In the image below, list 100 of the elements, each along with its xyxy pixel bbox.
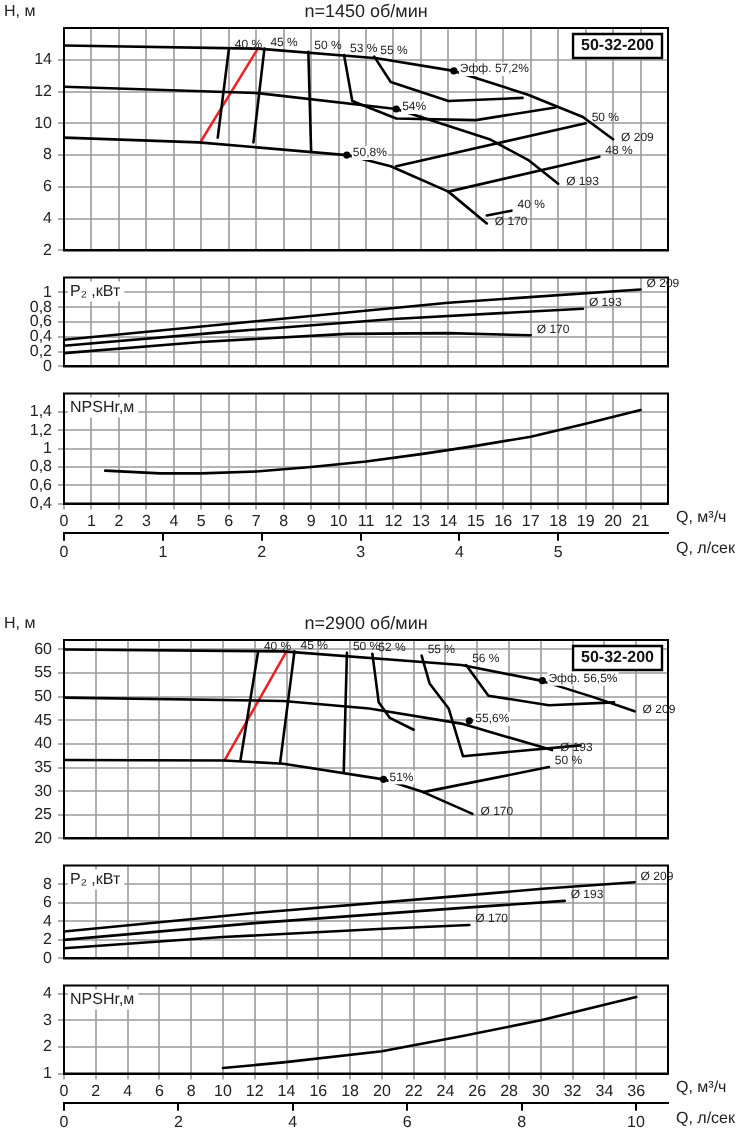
y-tick-label: 0,8 bbox=[29, 297, 54, 316]
y-tick-label: 6 bbox=[43, 177, 54, 196]
y-axis-title: H, м bbox=[4, 614, 36, 633]
x-tick-label: 3 bbox=[141, 511, 152, 530]
y-tick-label: 0,8 bbox=[29, 457, 54, 476]
x2-tick-label: 0 bbox=[59, 542, 70, 561]
x-tick-label: 6 bbox=[224, 511, 235, 530]
x2-tick-label: 10 bbox=[627, 1112, 646, 1131]
x2-axis-title: Q, л/сек bbox=[676, 1109, 737, 1128]
y-tick-label: 1 bbox=[43, 282, 54, 301]
x-tick-label: 10 bbox=[329, 511, 349, 530]
y-axis-title: P₂ ,кВт bbox=[70, 282, 121, 301]
y-tick-label: 4 bbox=[43, 984, 54, 1003]
x-tick-label: 12 bbox=[245, 1081, 265, 1100]
y-tick-label: 30 bbox=[34, 781, 54, 800]
x2-tick-label: 2 bbox=[257, 542, 268, 561]
y-tick-label: 0,6 bbox=[29, 475, 54, 494]
x-tick-label: 18 bbox=[549, 511, 569, 530]
x-tick-label: 12 bbox=[384, 511, 404, 530]
x-tick-label: 0 bbox=[59, 1081, 70, 1100]
x-tick-label: 0 bbox=[59, 511, 70, 530]
x-tick-label: 26 bbox=[468, 1081, 488, 1100]
y-tick-label: 1 bbox=[43, 439, 54, 458]
y-tick-label: 12 bbox=[34, 81, 54, 100]
y-tick-label: 35 bbox=[34, 757, 54, 776]
x-tick-label: 15 bbox=[466, 511, 486, 530]
y-tick-label: 10 bbox=[34, 113, 54, 132]
chart-title: n=1450 об/мин bbox=[304, 0, 428, 21]
x-tick-label: 4 bbox=[169, 511, 180, 530]
y-tick-label: 2 bbox=[43, 1037, 54, 1056]
y-tick-label: 20 bbox=[34, 828, 54, 847]
y-tick-label: 2 bbox=[43, 240, 54, 259]
y-tick-label: 14 bbox=[34, 50, 54, 69]
y-tick-label: 40 bbox=[34, 734, 54, 753]
x-tick-label: 7 bbox=[251, 511, 262, 530]
x2-tick-label: 6 bbox=[402, 1112, 413, 1131]
x-tick-label: 20 bbox=[604, 511, 624, 530]
x-tick-label: 13 bbox=[412, 511, 431, 530]
y-tick-label: 2 bbox=[43, 930, 54, 949]
y-tick-label: 4 bbox=[43, 209, 54, 228]
x2-tick-label: 0 bbox=[59, 1112, 70, 1131]
x-tick-label: 16 bbox=[309, 1081, 329, 1100]
x-tick-label: 18 bbox=[341, 1081, 361, 1100]
x-tick-label: 19 bbox=[576, 511, 596, 530]
y-tick-label: 8 bbox=[43, 145, 54, 164]
y-tick-label: 0 bbox=[43, 356, 54, 375]
y-tick-label: 1 bbox=[43, 1064, 54, 1083]
x2-tick-label: 4 bbox=[288, 1112, 299, 1131]
y-tick-label: 4 bbox=[43, 911, 54, 930]
y-tick-label: 25 bbox=[34, 805, 54, 824]
x-tick-label: 30 bbox=[531, 1081, 551, 1100]
x-tick-label: 16 bbox=[494, 511, 514, 530]
y-axis-title: NPSHr,м bbox=[70, 398, 135, 417]
y-tick-label: 0 bbox=[43, 948, 54, 967]
x2-tick-label: 1 bbox=[158, 542, 169, 561]
x-tick-label: 14 bbox=[277, 1081, 297, 1100]
x2-tick-label: 2 bbox=[173, 1112, 184, 1131]
y-axis-title: NPSHr,м bbox=[70, 990, 135, 1009]
annotation: 50-32-200 bbox=[581, 648, 656, 667]
x-tick-label: 36 bbox=[627, 1081, 647, 1100]
x-tick-label: 4 bbox=[123, 1081, 134, 1100]
x-tick-label: 8 bbox=[279, 511, 290, 530]
y-tick-label: 6 bbox=[43, 893, 54, 912]
y-tick-label: 45 bbox=[34, 710, 54, 729]
x-tick-label: 21 bbox=[631, 511, 651, 530]
y-tick-label: 50 bbox=[34, 687, 54, 706]
y-axis-title: P₂ ,кВт bbox=[70, 870, 121, 889]
x-tick-label: 2 bbox=[91, 1081, 102, 1100]
x-tick-label: 8 bbox=[186, 1081, 197, 1100]
x-tick-label: 17 bbox=[521, 511, 541, 530]
y-tick-label: 0,4 bbox=[29, 494, 54, 513]
x2-tick-label: 3 bbox=[356, 542, 367, 561]
annotation: 50-32-200 bbox=[581, 36, 656, 55]
y-tick-label: 3 bbox=[43, 1010, 54, 1029]
y-tick-label: 1,4 bbox=[29, 402, 54, 421]
x-tick-label: 22 bbox=[404, 1081, 424, 1100]
y-tick-label: 8 bbox=[43, 874, 54, 893]
y-tick-label: 0,6 bbox=[29, 312, 54, 331]
x-tick-label: 20 bbox=[372, 1081, 392, 1100]
y-tick-label: 55 bbox=[34, 663, 54, 682]
x-tick-label: 9 bbox=[306, 511, 317, 530]
y-tick-label: 0,2 bbox=[29, 342, 54, 361]
x2-tick-label: 4 bbox=[454, 542, 465, 561]
x-tick-label: 11 bbox=[357, 511, 376, 530]
y-axis-title: H, м bbox=[4, 2, 36, 21]
x2-tick-label: 5 bbox=[553, 542, 564, 561]
x-tick-label: 2 bbox=[114, 511, 125, 530]
x-tick-label: 28 bbox=[500, 1081, 520, 1100]
y-tick-label: 60 bbox=[34, 639, 54, 658]
x-tick-label: 5 bbox=[196, 511, 207, 530]
x-tick-label: 10 bbox=[214, 1081, 233, 1100]
x-tick-label: 24 bbox=[436, 1081, 456, 1100]
y-tick-label: 1,2 bbox=[29, 420, 54, 439]
y-tick-label: 0,4 bbox=[29, 327, 54, 346]
x2-tick-label: 8 bbox=[517, 1112, 528, 1131]
x-tick-label: 14 bbox=[439, 511, 459, 530]
x-axis-title: Q, м³/ч bbox=[676, 1078, 727, 1097]
x-tick-label: 32 bbox=[563, 1081, 583, 1100]
x2-axis-title: Q, л/сек bbox=[676, 539, 737, 558]
x-axis-title: Q, м³/ч bbox=[676, 508, 727, 527]
